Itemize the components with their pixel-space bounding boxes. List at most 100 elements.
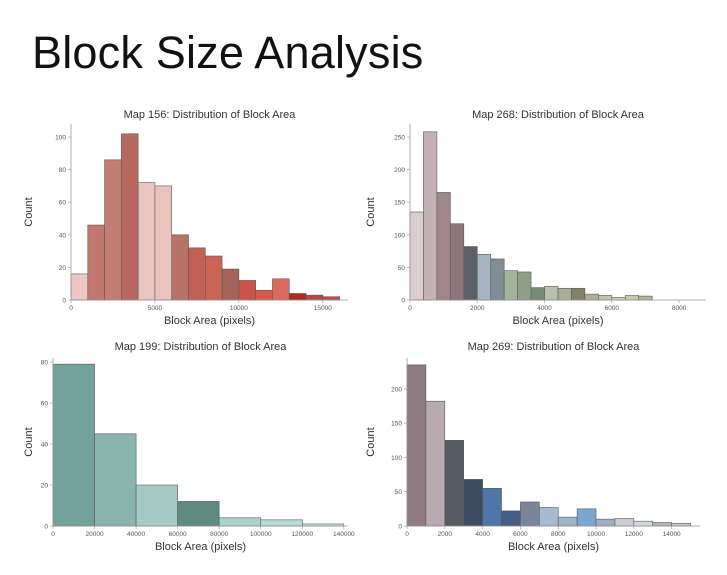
- y-tick-label: 100: [394, 232, 405, 239]
- histogram-bar: [104, 159, 122, 301]
- chart-title: Map 269: Distribution of Block Area: [468, 341, 641, 353]
- y-tick-label: 20: [41, 483, 49, 490]
- x-tick-label: 10000: [587, 531, 605, 538]
- histogram-bar: [436, 192, 451, 301]
- y-tick-label: 100: [391, 455, 402, 462]
- histogram-bar: [218, 517, 262, 527]
- histogram-bar: [490, 258, 505, 301]
- x-tick-label: 6000: [605, 305, 620, 312]
- x-tick-label: 10000: [230, 305, 248, 312]
- histogram-bar: [571, 287, 586, 301]
- y-axis-label: Count: [365, 427, 377, 456]
- x-tick-label: 80000: [210, 531, 228, 538]
- x-tick-label: 0: [69, 305, 73, 312]
- x-tick-label: 8000: [672, 305, 687, 312]
- x-tick-label: 20000: [86, 531, 104, 538]
- histogram-map156: Map 156: Distribution of Block Area 0 20 40…: [23, 109, 348, 327]
- histogram-bar: [288, 293, 307, 301]
- histogram-bar: [530, 287, 545, 301]
- x-tick-label: 0: [51, 531, 55, 538]
- histogram-bar: [188, 247, 206, 301]
- histogram-bar: [624, 295, 640, 301]
- x-axis-label: Block Area (pixels): [512, 315, 603, 327]
- histogram-bar: [614, 518, 635, 527]
- histogram-bar: [423, 131, 438, 301]
- chart-title: Map 199: Distribution of Block Area: [115, 341, 288, 353]
- histogram-bar: [70, 273, 89, 301]
- y-tick-label: 0: [398, 524, 402, 531]
- histogram-bar: [595, 518, 616, 527]
- histogram-map199: Map 199: Distribution of Block Area 0 20 40…: [23, 341, 355, 553]
- slide-title: Block Size Analysis: [32, 27, 424, 78]
- y-tick-label: 80: [41, 360, 49, 367]
- x-tick-label: 0: [405, 531, 409, 538]
- histogram-bar: [177, 501, 220, 527]
- x-tick-label: 15000: [314, 305, 332, 312]
- x-tick-label: 12000: [625, 531, 643, 538]
- y-axis-label: Count: [23, 197, 35, 226]
- y-tick-label: 200: [391, 386, 402, 393]
- histogram-bar: [87, 224, 105, 301]
- histogram-bar: [135, 484, 178, 527]
- y-tick-label: 50: [395, 489, 403, 496]
- y-tick-label: 40: [41, 442, 49, 449]
- y-tick-label: 200: [394, 167, 405, 174]
- x-tick-label: 8000: [551, 531, 566, 538]
- histogram-bar: [305, 294, 324, 301]
- histogram-bar: [576, 508, 597, 527]
- histogram-bar: [463, 479, 483, 527]
- histogram-bar: [121, 133, 139, 301]
- histogram-bar: [154, 185, 173, 301]
- x-tick-label: 4000: [475, 531, 490, 538]
- x-tick-label: 5000: [148, 305, 163, 312]
- histogram-bar: [517, 271, 532, 301]
- y-tick-label: 40: [59, 232, 67, 239]
- histogram-bar: [94, 433, 137, 527]
- histogram-bar: [539, 507, 559, 527]
- histogram-bar: [652, 522, 672, 527]
- histogram-bar: [503, 270, 518, 301]
- x-tick-label: 100000: [250, 531, 272, 538]
- chart-title: Map 268: Distribution of Block Area: [472, 109, 645, 121]
- x-tick-label: 40000: [127, 531, 145, 538]
- x-tick-label: 2000: [438, 531, 453, 538]
- y-tick-label: 150: [391, 421, 402, 428]
- y-tick-label: 100: [55, 135, 66, 142]
- x-tick-label: 4000: [537, 305, 552, 312]
- y-tick-label: 0: [62, 298, 66, 305]
- histogram-bar: [557, 516, 578, 527]
- y-tick-label: 20: [59, 265, 67, 272]
- y-tick-label: 50: [398, 265, 406, 272]
- histogram-bar: [584, 293, 599, 301]
- histogram-bar: [260, 519, 303, 527]
- histogram-bar: [476, 254, 492, 301]
- x-tick-label: 2000: [470, 305, 485, 312]
- histogram-map268: Map 268: Distribution of Block Area 0 50 10…: [365, 109, 706, 327]
- x-axis-label: Block Area (pixels): [164, 315, 255, 327]
- histogram-bar: [425, 400, 446, 527]
- histogram-bar: [633, 520, 654, 527]
- y-axis-label: Count: [365, 197, 377, 226]
- histogram-bar: [501, 510, 521, 527]
- histogram-bar: [171, 234, 189, 301]
- x-axis-label: Block Area (pixels): [155, 541, 246, 553]
- x-tick-label: 140000: [333, 531, 355, 538]
- y-tick-label: 250: [394, 135, 405, 142]
- histogram-bar: [671, 522, 691, 527]
- y-tick-label: 0: [44, 524, 48, 531]
- y-tick-label: 80: [59, 167, 67, 174]
- histogram-bar: [238, 280, 256, 301]
- histogram-bar: [450, 223, 465, 301]
- histogram-bar: [482, 487, 502, 527]
- histogram-bar: [205, 255, 223, 301]
- y-axis-label: Count: [23, 427, 35, 456]
- histogram-bar: [638, 295, 653, 301]
- x-tick-label: 60000: [169, 531, 187, 538]
- x-tick-label: 14000: [663, 531, 681, 538]
- y-tick-label: 150: [394, 200, 405, 207]
- histogram-bar: [598, 295, 613, 301]
- histogram-bar: [272, 278, 290, 301]
- x-tick-label: 6000: [513, 531, 528, 538]
- histogram-bar: [557, 287, 572, 301]
- histogram-bar: [322, 296, 340, 301]
